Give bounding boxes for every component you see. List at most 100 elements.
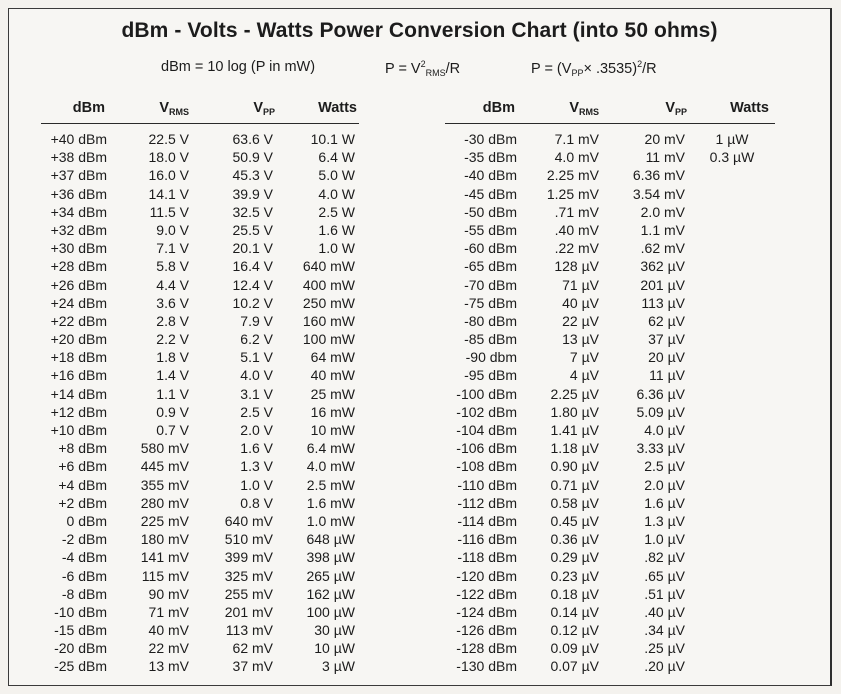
table-row: -75 dBm 40 µV 113 µV xyxy=(445,295,775,313)
formula-vrms: P = V2RMS/R xyxy=(385,59,460,78)
cell-vpp: 2.5 µV xyxy=(644,458,685,475)
cell-vpp: 1.1 mV xyxy=(640,221,685,238)
cell-vpp: 1.0 µV xyxy=(644,531,685,548)
cell-watts: 1.0 W xyxy=(318,240,355,257)
table-row: +10 dBm 0.7 V 2.0 V 10 mW xyxy=(41,422,359,440)
cell-dbm: -112 dBm xyxy=(457,494,517,511)
cell-vpp: 2.0 µV xyxy=(644,476,685,493)
cell-watts: 40 mW xyxy=(310,367,355,384)
cell-vrms: 141 mV xyxy=(140,549,189,566)
cell-vrms: 0.9 V xyxy=(156,403,189,420)
cell-vpp: 113 µV xyxy=(641,294,685,311)
table-row: -70 dBm 71 µV 201 µV xyxy=(445,277,775,295)
cell-watts: 400 mW xyxy=(302,276,355,293)
cell-vpp: 510 mV xyxy=(224,531,273,548)
header-vrms: VRMS xyxy=(545,100,599,117)
cell-vpp: 2.0 mV xyxy=(640,203,685,220)
cell-dbm: +10 dBm xyxy=(50,422,107,438)
cell-watts: 6.4 W xyxy=(318,149,355,166)
header-vpp-v: V xyxy=(665,100,675,116)
cell-watts: 640 mW xyxy=(302,258,355,275)
cell-watts: 10.1 W xyxy=(310,131,355,147)
cell-dbm: -106 dBm xyxy=(456,440,517,457)
cell-vrms: 22 mV xyxy=(148,640,189,657)
cell-dbm: +32 dBm xyxy=(50,221,107,238)
cell-vpp: 1.6 V xyxy=(240,440,273,457)
cell-vpp: .82 µV xyxy=(644,549,685,566)
table-row: +36 dBm 14.1 V 39.9 V 4.0 W xyxy=(41,186,359,204)
cell-vpp: 255 mV xyxy=(224,585,273,602)
table-row: +30 dBm 7.1 V 20.1 V 1.0 W xyxy=(41,240,359,258)
table-row: -8 dBm 90 mV 255 mV 162 µW xyxy=(41,586,359,604)
cell-vrms: 1.80 µV xyxy=(550,403,599,420)
cell-watts: 250 mW xyxy=(302,294,355,311)
cell-vpp: 50.9 V xyxy=(232,149,273,166)
table-row: -122 dBm 0.18 µV .51 µV xyxy=(445,586,775,604)
table-row: -90 dbm 7 µV 20 µV xyxy=(445,349,775,367)
table-row: +14 dBm 1.1 V 3.1 V 25 mW xyxy=(41,386,359,404)
cell-vrms: 580 mV xyxy=(140,440,189,457)
cell-dbm: -35 dBm xyxy=(464,149,517,166)
cell-dbm: +18 dBm xyxy=(50,349,107,366)
cell-vrms: 16.0 V xyxy=(148,167,189,184)
table-row: -15 dBm 40 mV 113 mV 30 µW xyxy=(41,622,359,640)
table-row: +34 dBm 11.5 V 32.5 V 2.5 W xyxy=(41,204,359,222)
cell-vrms: 1.25 mV xyxy=(546,185,599,202)
cell-vrms: 1.18 µV xyxy=(550,440,599,457)
table-row: -35 dBm 4.0 mV 11 mV 0.3 µW xyxy=(445,149,775,167)
cell-dbm: +37 dBm xyxy=(50,167,107,184)
cell-vrms: 128 µV xyxy=(554,258,599,275)
cell-vpp: 4.0 V xyxy=(240,367,273,384)
cell-vrms: 445 mV xyxy=(140,458,189,475)
cell-vrms: 0.58 µV xyxy=(550,494,599,511)
table-row: +26 dBm 4.4 V 12.4 V 400 mW xyxy=(41,277,359,295)
table-row: +38 dBm 18.0 V 50.9 V 6.4 W xyxy=(41,149,359,167)
table-row: +8 dBm 580 mV 1.6 V 6.4 mW xyxy=(41,440,359,458)
cell-watts: 4.0 mW xyxy=(306,458,355,475)
cell-watts: 100 µW xyxy=(306,603,355,620)
cell-vrms: 0.45 µV xyxy=(550,512,599,529)
cell-vpp: 4.0 µV xyxy=(644,422,685,438)
cell-watts: 16 mW xyxy=(310,403,355,420)
cell-vrms: .71 mV xyxy=(554,203,599,220)
table-row: 0 dBm 225 mV 640 mV 1.0 mW xyxy=(41,513,359,531)
cell-vrms: 0.12 µV xyxy=(550,622,599,639)
cell-vpp: 5.09 µV xyxy=(636,403,685,420)
cell-watts: 2.5 W xyxy=(318,203,355,220)
cell-dbm: +4 dBm xyxy=(58,476,107,493)
table-row: -60 dBm .22 mV .62 mV xyxy=(445,240,775,258)
cell-vpp: 6.36 µV xyxy=(636,385,685,402)
cell-vrms: 7.1 mV xyxy=(554,131,599,147)
cell-dbm: -15 dBm xyxy=(54,622,107,639)
cell-dbm: -118 dBm xyxy=(457,549,517,566)
cell-vrms: 40 mV xyxy=(148,622,189,639)
table-right-rows: -30 dBm 7.1 mV 20 mV 1 µW -35 dBm 4.0 mV 11 mV… xyxy=(445,124,775,677)
cell-dbm: -30 dBm xyxy=(464,131,517,147)
cell-vrms: 1.4 V xyxy=(156,367,189,384)
cell-dbm: -100 dBm xyxy=(456,385,517,402)
cell-dbm: -20 dBm xyxy=(54,640,107,657)
cell-dbm: +22 dBm xyxy=(50,312,107,329)
cell-dbm: 0 dBm xyxy=(66,512,107,529)
cell-vrms: 18.0 V xyxy=(148,149,189,166)
cell-vrms: 0.36 µV xyxy=(550,531,599,548)
formula-vpp: P = (VPP× .3535)2/R xyxy=(531,59,657,78)
table-row: -106 dBm 1.18 µV 3.33 µV xyxy=(445,440,775,458)
cell-vrms: 0.23 µV xyxy=(550,567,599,584)
cell-dbm: -45 dBm xyxy=(464,185,517,202)
cell-dbm: -130 dBm xyxy=(456,658,517,675)
cell-vpp: 20 mV xyxy=(644,131,685,147)
cell-vpp: .62 mV xyxy=(640,240,685,257)
header-vrms-v: V xyxy=(159,100,169,116)
cell-vpp: 3.54 mV xyxy=(632,185,685,202)
cell-vpp: 16.4 V xyxy=(232,258,273,275)
cell-watts: 1 µW xyxy=(715,131,749,147)
cell-vpp: 201 mV xyxy=(224,603,273,620)
header-dbm: dBm xyxy=(72,100,105,116)
cell-vpp: 37 mV xyxy=(232,658,273,675)
cell-vpp: 32.5 V xyxy=(232,203,273,220)
cell-dbm: +6 dBm xyxy=(58,458,107,475)
header-vpp-v: V xyxy=(253,100,263,116)
cell-vrms: 11.5 V xyxy=(149,203,189,220)
table-row: -45 dBm 1.25 mV 3.54 mV xyxy=(445,186,775,204)
